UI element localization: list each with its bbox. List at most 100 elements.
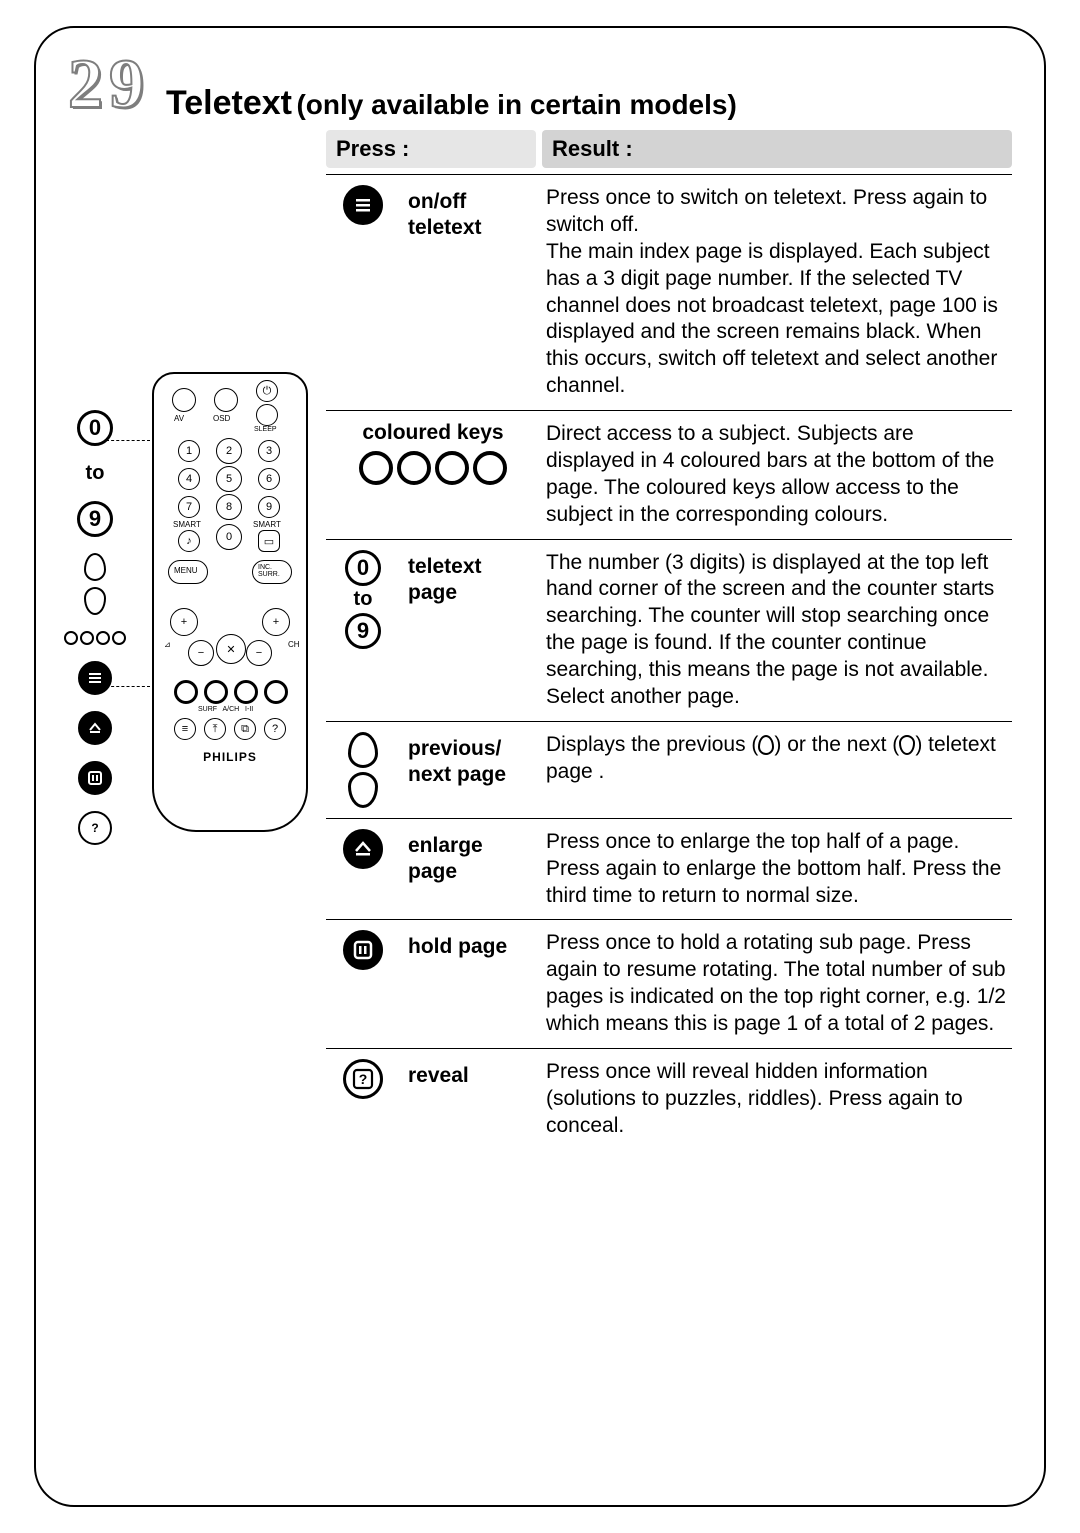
remote-hold-btn: ⧉: [234, 718, 256, 740]
digit-9-icon: 9: [77, 501, 113, 537]
remote-control-diagram: AV OSD ⏻ SLEEP 1 2 3 4 5 6 7 8 9 SMAR: [152, 372, 308, 832]
colour-keys-icon: [359, 451, 507, 485]
remote-vol-down: −: [188, 640, 214, 666]
page-title-sub: (only available in certain models): [296, 89, 736, 120]
remote-colour-blue: [264, 680, 288, 704]
onoff-result: Press once to switch on teletext. Press …: [546, 185, 1012, 400]
remote-smart-label-r: SMART: [253, 520, 281, 529]
remote-av-btn: [172, 388, 196, 412]
colour-key-icon: [435, 451, 469, 485]
down-oval-icon: [84, 587, 106, 615]
remote-reveal-btn: ?: [264, 718, 286, 740]
teletext-button-icon: [343, 185, 383, 225]
reveal-label: reveal: [408, 1059, 469, 1089]
remote-key-8: 8: [216, 494, 242, 520]
page-number: 2 9: [68, 50, 144, 120]
enlarge-result: Press once to enlarge the top half of a …: [546, 829, 1012, 910]
teletext-icon: [78, 661, 112, 695]
remote-osd-label: OSD: [213, 414, 230, 423]
svg-text:?: ?: [91, 821, 98, 835]
prev-next-text-a: Displays the previous (: [546, 733, 758, 756]
remote-key-7: 7: [178, 496, 200, 518]
remote-vol-up: +: [170, 608, 198, 636]
remote-ch-down: −: [246, 640, 272, 666]
reveal-icon: ?: [78, 811, 112, 845]
prev-next-label: previous/ next page: [408, 732, 506, 789]
reveal-result: Press once will reveal hidden informatio…: [546, 1059, 1012, 1140]
page-number-digit-1: 2: [68, 50, 103, 120]
remote-key-4: 4: [178, 468, 200, 490]
remote-mute-btn: ✕: [216, 634, 246, 664]
remote-key-9: 9: [258, 496, 280, 518]
side-icon-legend: 0 to 9: [64, 410, 126, 845]
colour-key-icon: [64, 631, 78, 645]
page-title-row: 2 9 Teletext (only available in certain …: [68, 50, 1012, 120]
colour-key-icon: [80, 631, 94, 645]
remote-ch-label: CH: [288, 640, 300, 649]
remote-key-3: 3: [258, 440, 280, 462]
hold-button-icon: [343, 930, 383, 970]
row-enlarge: enlarge page Press once to enlarge the t…: [326, 818, 1012, 920]
prev-next-icon: [348, 732, 378, 808]
colour-keys-side-icon: [64, 631, 126, 645]
hold-label: hold page: [408, 930, 507, 960]
up-oval-icon: [348, 732, 378, 768]
colour-key-icon: [112, 631, 126, 645]
enlarge-label: enlarge page: [408, 829, 483, 886]
remote-row-labels: SURF A/CH I-II: [198, 706, 253, 713]
enlarge-button-icon: [343, 829, 383, 869]
leader-line: [106, 686, 150, 687]
page-title: Teletext (only available in certain mode…: [166, 86, 737, 120]
remote-colour-yellow: [234, 680, 258, 704]
row-onoff: on/off teletext Press once to switch on …: [326, 174, 1012, 410]
header-press: Press :: [326, 130, 536, 168]
remote-key-6: 6: [258, 468, 280, 490]
remote-surr-label: INC.SURR.: [258, 564, 280, 578]
colour-key-icon: [397, 451, 431, 485]
up-oval-inline-icon: [758, 735, 774, 755]
prev-next-side-icon: [84, 553, 106, 615]
teletext-page-label: teletext page: [408, 550, 482, 607]
reveal-button-icon: ?: [343, 1059, 383, 1099]
enlarge-icon: [78, 711, 112, 745]
prev-next-result: Displays the previous () or the next () …: [546, 732, 1012, 808]
prev-next-text-b: ) or the next (: [774, 733, 899, 756]
teletext-page-result: The number (3 digits) is displayed at th…: [546, 550, 1012, 711]
svg-text:?: ?: [359, 1071, 368, 1087]
remote-brand: PHILIPS: [154, 750, 306, 764]
up-oval-icon: [84, 553, 106, 581]
remote-txt-btn: ≡: [174, 718, 196, 740]
digit-range-to: to: [354, 588, 373, 611]
digit-0-icon: 0: [345, 550, 381, 586]
down-oval-inline-icon: [899, 735, 915, 755]
page-title-main: Teletext: [166, 84, 292, 122]
remote-av-label: AV: [174, 414, 184, 423]
colour-key-icon: [96, 631, 110, 645]
remote-enlarge-btn: ⤒: [204, 718, 226, 740]
row-coloured-keys: coloured keys Direct access to a subject…: [326, 410, 1012, 539]
hold-result: Press once to hold a rotating sub page. …: [546, 930, 1012, 1038]
remote-key-2: 2: [216, 438, 242, 464]
down-oval-icon: [348, 772, 378, 808]
table-header: Press : Result :: [326, 130, 1012, 168]
onoff-label: on/off teletext: [408, 185, 482, 242]
remote-sleep-label: SLEEP: [254, 426, 277, 433]
row-prev-next: previous/ next page Displays the previou…: [326, 721, 1012, 818]
colour-key-icon: [473, 451, 507, 485]
remote-smart-label: SMART: [173, 520, 201, 529]
row-teletext-page: 0 to 9 teletext page The number (3 digit…: [326, 539, 1012, 721]
coloured-keys-label: coloured keys: [330, 421, 536, 445]
colour-key-icon: [359, 451, 393, 485]
leader-line: [106, 440, 150, 441]
remote-ch-up: +: [262, 608, 290, 636]
remote-colour-green: [204, 680, 228, 704]
row-reveal: ? reveal Press once will reveal hidden i…: [326, 1048, 1012, 1150]
manual-page-frame: 2 9 Teletext (only available in certain …: [34, 26, 1046, 1507]
remote-sleep-btn: [256, 404, 278, 426]
remote-key-1: 1: [178, 440, 200, 462]
row-hold: hold page Press once to hold a rotating …: [326, 919, 1012, 1048]
header-result: Result :: [542, 130, 1012, 168]
remote-colour-red: [174, 680, 198, 704]
remote-smart-pic-btn: ♪: [178, 530, 200, 552]
hold-icon: [78, 761, 112, 795]
